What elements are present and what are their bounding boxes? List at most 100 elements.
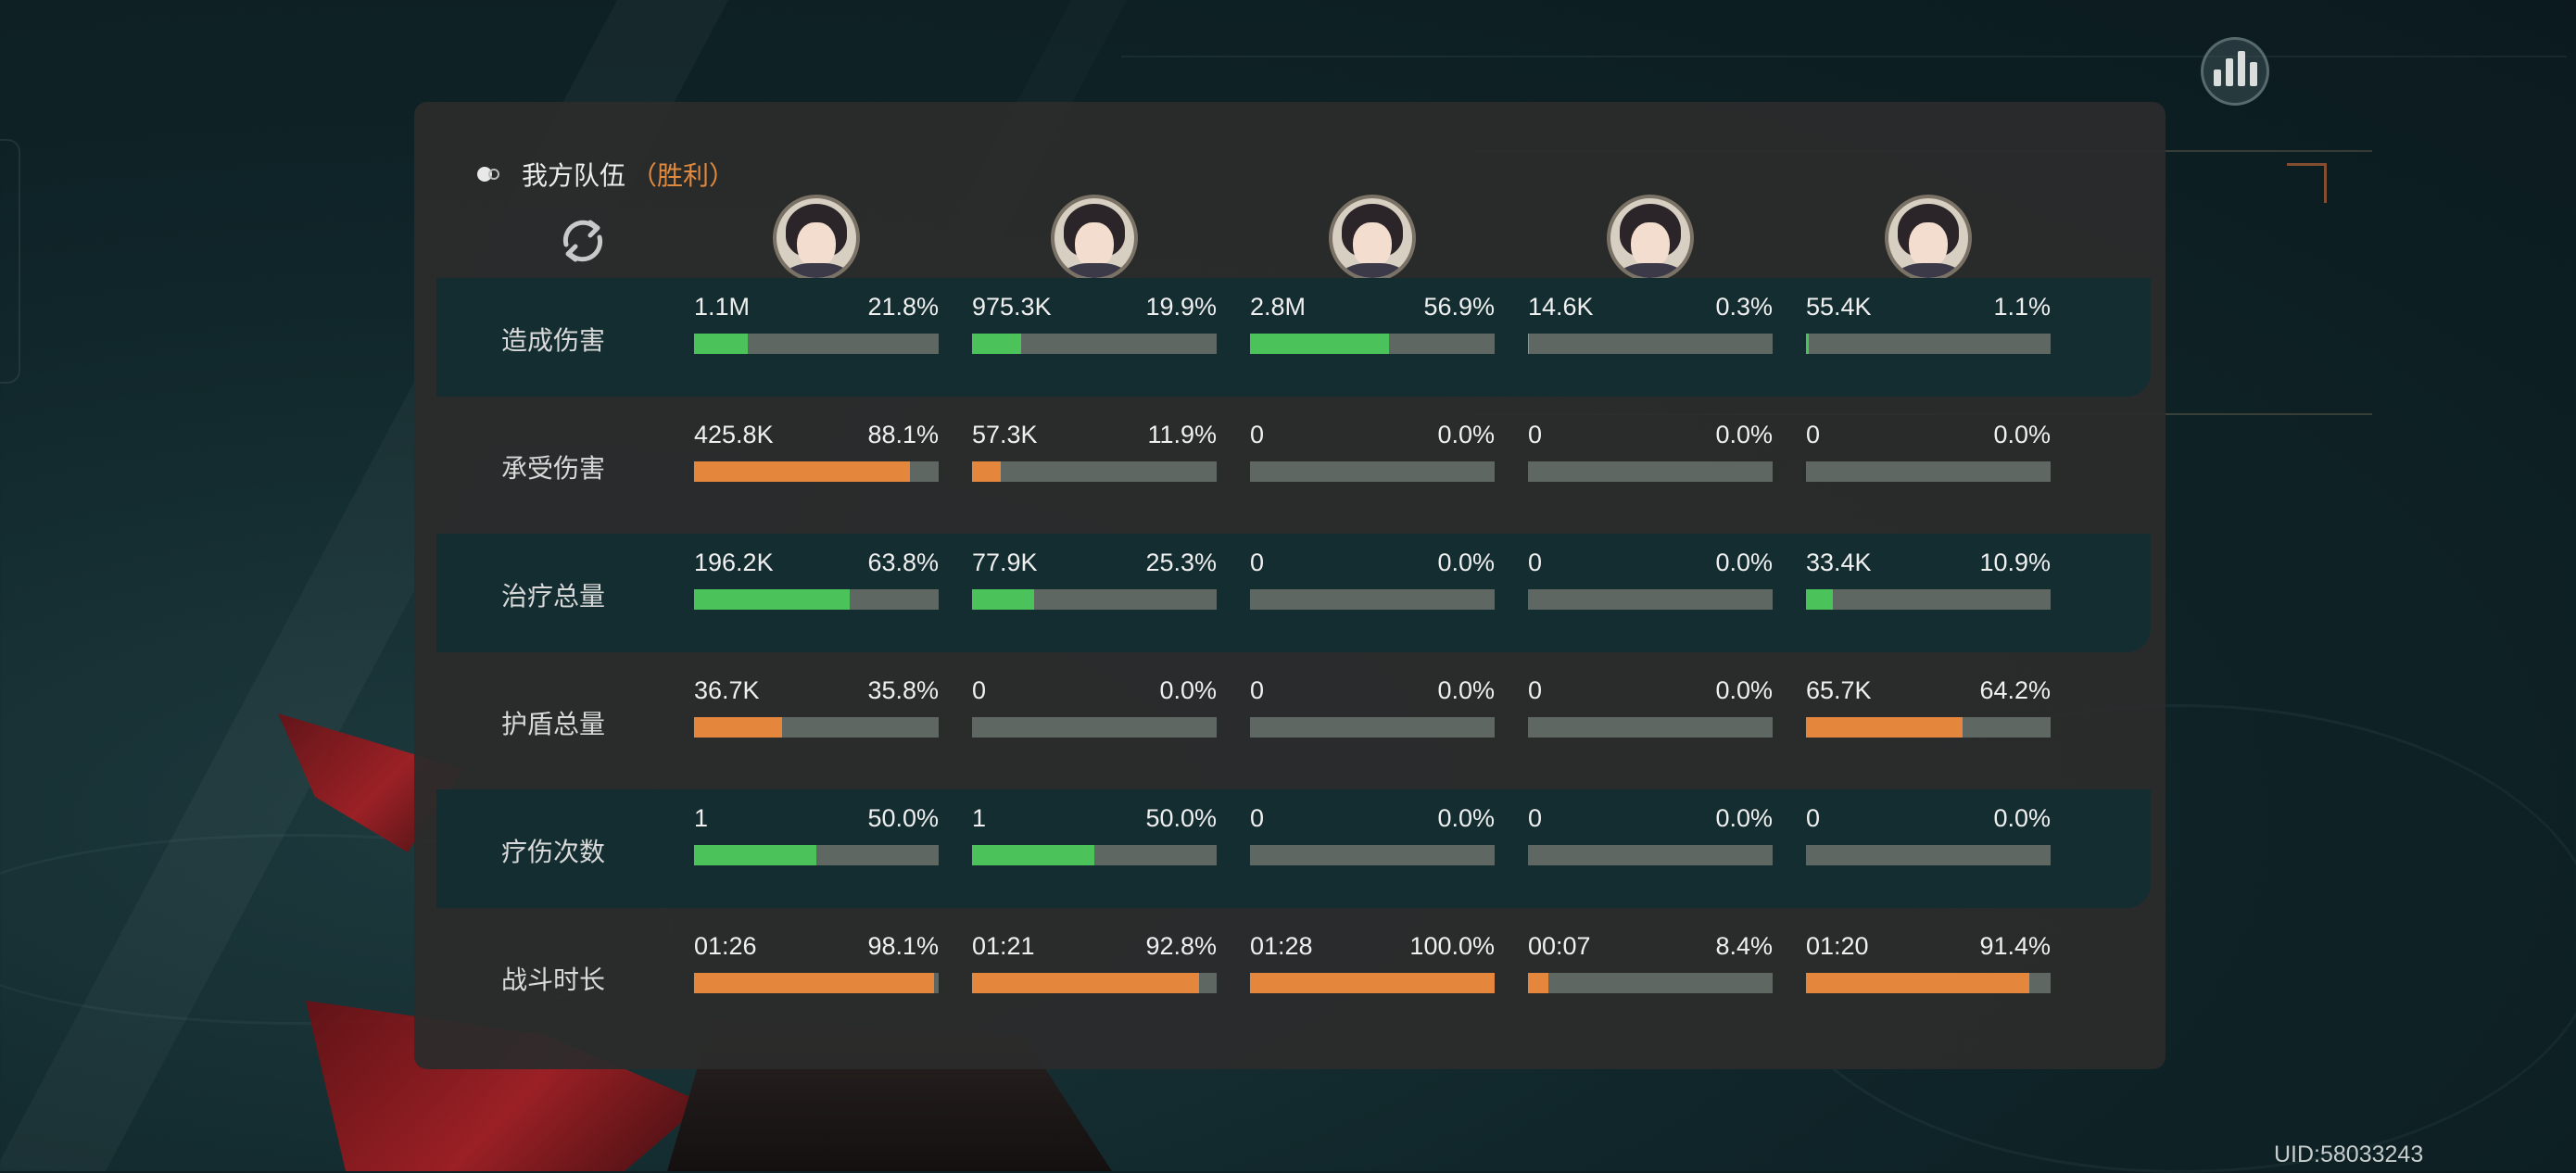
stat-bar-fill xyxy=(972,589,1034,610)
stat-value: 0 xyxy=(1250,676,1265,704)
stat-row: 造成伤害 1.1M 21.8% 975.3K 19.9% 2.8M 56.9% 14.6K 0.… xyxy=(436,278,2151,397)
stat-bar xyxy=(694,717,939,738)
stat-bar xyxy=(694,589,939,610)
stat-bar xyxy=(1250,334,1495,354)
stat-percent: 0.0% xyxy=(1437,804,1495,832)
stat-percent: 98.1% xyxy=(867,932,939,960)
character-avatar[interactable] xyxy=(1607,195,1694,282)
stat-value: 1 xyxy=(972,804,987,832)
stat-bar xyxy=(1528,461,1773,482)
stat-percent: 64.2% xyxy=(1979,676,2051,704)
stat-percent: 0.0% xyxy=(1437,676,1495,704)
stat-label: 战斗时长 xyxy=(501,965,606,994)
stat-bar xyxy=(1528,845,1773,865)
stat-value: 33.4K xyxy=(1806,549,1872,576)
stat-bar xyxy=(1528,334,1773,354)
character-avatar[interactable] xyxy=(1329,195,1416,282)
stat-bar-fill xyxy=(1806,334,1809,354)
stat-percent: 0.0% xyxy=(1715,676,1773,704)
stat-bar xyxy=(1806,973,2051,993)
stat-percent: 0.0% xyxy=(1437,549,1495,576)
stat-percent: 0.0% xyxy=(1715,421,1773,448)
stat-value: 1 xyxy=(694,804,709,832)
stat-value: 55.4K xyxy=(1806,293,1872,321)
stat-bar xyxy=(1250,845,1495,865)
stat-value: 00:07 xyxy=(1528,932,1591,960)
stat-label: 治疗总量 xyxy=(501,582,606,611)
stat-bar-fill xyxy=(1806,973,2030,993)
stat-percent: 0.0% xyxy=(1993,421,2051,448)
stat-row: 护盾总量 36.7K 35.8% 0 0.0% 0 0.0% 0 0.0% 65.7K 64.2% xyxy=(436,662,2151,780)
statistics-button[interactable] xyxy=(2201,37,2269,106)
stat-percent: 19.9% xyxy=(1145,293,1217,321)
stat-percent: 21.8% xyxy=(867,293,939,321)
character-avatar[interactable] xyxy=(773,195,860,282)
stat-value: 77.9K xyxy=(972,549,1038,576)
stat-percent: 25.3% xyxy=(1145,549,1217,576)
refresh-icon xyxy=(562,220,603,262)
stat-value: 0 xyxy=(1250,421,1265,448)
stat-percent: 0.0% xyxy=(1993,804,2051,832)
stat-bar-fill xyxy=(1528,973,1549,993)
stat-bar xyxy=(1250,717,1495,738)
stat-bar xyxy=(972,589,1217,610)
stat-bar-fill xyxy=(694,973,934,993)
character-avatar[interactable] xyxy=(1885,195,1972,282)
stat-value: 57.3K xyxy=(972,421,1038,448)
stat-bar-fill xyxy=(1528,334,1529,354)
stat-value: 01:21 xyxy=(972,932,1035,960)
stat-bar-fill xyxy=(694,717,782,738)
stat-bar-fill xyxy=(1806,717,1964,738)
bar-chart-icon xyxy=(2213,69,2221,86)
bar-chart-icon xyxy=(2237,51,2245,86)
stat-bar xyxy=(694,461,939,482)
stat-bar-fill xyxy=(972,461,1002,482)
stat-percent: 0.0% xyxy=(1715,549,1773,576)
stat-row: 疗伤次数 1 50.0% 1 50.0% 0 0.0% 0 0.0% 0 0.0% xyxy=(436,789,2151,908)
stat-value: 0 xyxy=(972,676,987,704)
stat-row: 治疗总量 196.2K 63.8% 77.9K 25.3% 0 0.0% 0 0.0% 33.4K… xyxy=(436,534,2151,652)
stat-bar xyxy=(1806,334,2051,354)
bar-chart-icon xyxy=(2249,62,2257,86)
stat-bar-fill xyxy=(1250,973,1495,993)
stat-bar-fill xyxy=(694,461,910,482)
uid-label: UID:58033243 xyxy=(2274,1141,2424,1167)
stat-bar xyxy=(1806,461,2051,482)
stat-bar xyxy=(1250,589,1495,610)
team-title: 我方队伍 xyxy=(522,161,626,190)
stat-value: 425.8K xyxy=(694,421,774,448)
stat-label: 承受伤害 xyxy=(501,454,606,483)
background-lines xyxy=(1121,56,2567,1169)
toggle-icon xyxy=(477,167,505,182)
stat-value: 2.8M xyxy=(1250,293,1307,321)
stat-percent: 1.1% xyxy=(1993,293,2051,321)
stat-value: 0 xyxy=(1528,676,1543,704)
stat-percent: 92.8% xyxy=(1145,932,1217,960)
stat-bar-fill xyxy=(694,845,816,865)
stat-bar xyxy=(972,973,1217,993)
stat-value: 196.2K xyxy=(694,549,774,576)
stat-bar xyxy=(972,334,1217,354)
stat-value: 0 xyxy=(1528,804,1543,832)
banner-corner-mark xyxy=(2287,163,2327,203)
stat-value: 0 xyxy=(1250,804,1265,832)
stat-value: 0 xyxy=(1528,549,1543,576)
stat-value: 1.1M xyxy=(694,293,751,321)
stat-percent: 88.1% xyxy=(867,421,939,448)
stat-bar xyxy=(1528,717,1773,738)
team-header[interactable]: 我方队伍 （胜利） xyxy=(477,156,735,193)
stat-bar xyxy=(972,845,1217,865)
stat-bar xyxy=(694,334,939,354)
side-tab-handle[interactable] xyxy=(0,139,20,384)
switch-team-button[interactable] xyxy=(553,211,612,271)
stat-value: 01:28 xyxy=(1250,932,1313,960)
stat-value: 975.3K xyxy=(972,293,1052,321)
stat-percent: 100.0% xyxy=(1409,932,1495,960)
character-avatar[interactable] xyxy=(1051,195,1138,282)
stat-value: 36.7K xyxy=(694,676,760,704)
stat-bar-fill xyxy=(1806,589,1833,610)
stat-percent: 10.9% xyxy=(1979,549,2051,576)
stat-bar xyxy=(1806,845,2051,865)
stat-bar-fill xyxy=(972,334,1021,354)
stat-percent: 50.0% xyxy=(1145,804,1217,832)
